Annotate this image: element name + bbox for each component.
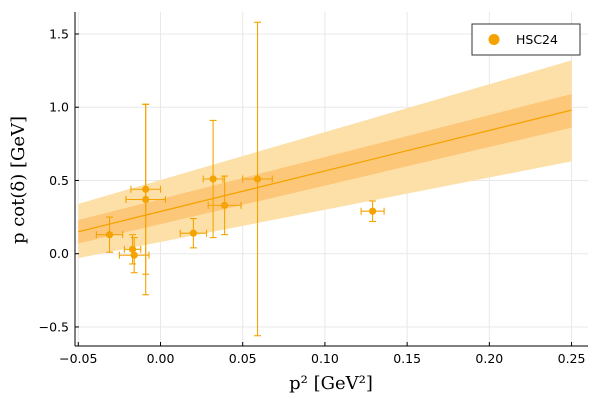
y-tick-label: 1.0 [49, 100, 69, 115]
legend-marker [488, 34, 500, 45]
data-point [360, 200, 385, 223]
y-tick-label: −0.5 [39, 319, 69, 334]
x-tick-label: 0.20 [475, 351, 503, 366]
x-tick-label: 0.10 [311, 351, 339, 366]
data-point [207, 175, 242, 236]
legend-label: HSC24 [516, 32, 558, 47]
point-marker [142, 195, 150, 204]
point-marker [189, 229, 197, 237]
y-tick-label: 0.5 [49, 173, 69, 188]
legend: HSC24 [471, 23, 581, 56]
y-tick-label: 0.0 [49, 246, 69, 261]
point-marker [369, 207, 377, 215]
data-point [202, 119, 224, 239]
fit-uncertainty-bands [78, 60, 572, 259]
point-marker [105, 231, 114, 239]
point-marker [130, 251, 138, 259]
x-tick-label: 0.00 [147, 351, 175, 366]
data-point [179, 218, 208, 249]
legend-box [471, 23, 581, 56]
y-axis-title: p cot(δ) [GeV] [8, 116, 29, 244]
tick-labels: −0.05 0.00 0.05 0.10 0.15 0.20 0.25 −0.5 0.0 0.5 1… [39, 26, 586, 366]
point-marker [221, 201, 229, 209]
fit-line-group [78, 109, 572, 233]
fit-band-1sigma [78, 94, 572, 244]
fit-line [78, 109, 572, 233]
point-marker [253, 175, 262, 183]
data-point [125, 103, 166, 296]
x-tick-label: 0.25 [558, 351, 586, 366]
data-point [242, 21, 273, 337]
point-marker [209, 175, 217, 183]
y-tick-label: 1.5 [49, 26, 69, 41]
x-axis-title: p² [GeV²] [289, 373, 373, 394]
axes [74, 12, 588, 347]
x-tick-label: 0.15 [393, 351, 421, 366]
data-points [95, 21, 385, 337]
x-tick-label: −0.05 [59, 351, 97, 366]
data-point [95, 216, 124, 253]
x-tick-label: 0.05 [229, 351, 257, 366]
data-point [118, 237, 150, 274]
